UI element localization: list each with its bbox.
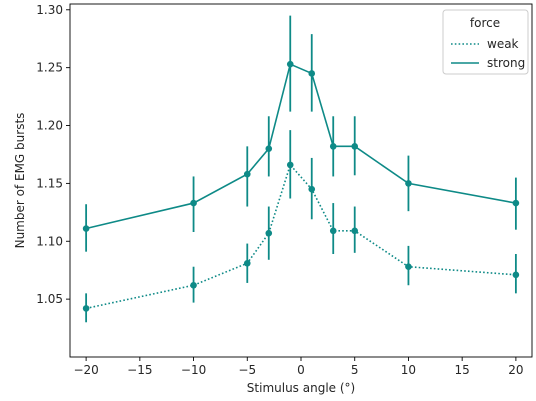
y-tick-label: 1.30 <box>36 3 63 17</box>
x-tick-label: 10 <box>401 363 416 377</box>
y-tick-label: 1.20 <box>36 119 63 133</box>
data-point-strong <box>512 199 520 207</box>
y-axis: 1.05 1.10 1.15 1.20 1.25 1.30 <box>36 3 70 306</box>
data-point-weak <box>190 281 197 289</box>
legend-title: force <box>470 16 500 30</box>
x-tick-label: 5 <box>351 363 359 377</box>
data-point-weak <box>82 305 90 312</box>
data-point-strong <box>329 143 337 150</box>
data-point-strong <box>351 143 359 150</box>
x-tick-label: −20 <box>73 363 98 377</box>
y-tick-label: 1.10 <box>36 234 63 248</box>
data-point-weak <box>405 263 412 271</box>
y-tick-label: 1.25 <box>36 61 63 75</box>
series-line-weak <box>85 163 516 310</box>
data-point-strong <box>405 180 412 187</box>
data-point-strong <box>308 70 316 77</box>
data-point-weak <box>512 271 520 279</box>
data-point-weak <box>286 161 294 169</box>
y-tick-label: 1.15 <box>36 176 63 190</box>
plot-area <box>82 15 520 323</box>
legend-box <box>442 9 529 75</box>
data-point-strong <box>82 225 90 232</box>
legend-entry-weak: weak <box>487 37 519 51</box>
y-tick-label: 1.05 <box>36 292 63 306</box>
series-line-strong <box>85 63 517 230</box>
x-tick-label: 15 <box>455 363 470 377</box>
data-point-weak <box>308 185 316 193</box>
legend-entry-strong: strong <box>487 56 525 70</box>
x-tick-label: −15 <box>127 363 152 377</box>
x-axis: −20 −15 −10 −5 0 5 10 15 20 <box>73 357 524 377</box>
data-point-strong <box>243 170 251 178</box>
data-point-weak <box>243 259 251 267</box>
y-axis-label: Number of EMG bursts <box>13 113 27 249</box>
data-point-weak <box>329 227 337 235</box>
x-tick-label: −5 <box>238 363 256 377</box>
data-point-weak <box>265 229 273 237</box>
x-axis-label: Stimulus angle (°) <box>247 381 355 395</box>
data-point-strong <box>265 145 273 152</box>
legend: force weak strong <box>442 9 529 75</box>
data-point-strong <box>190 199 197 207</box>
x-tick-label: −10 <box>181 363 206 377</box>
x-tick-label: 0 <box>297 363 305 377</box>
x-tick-label: 20 <box>508 363 523 377</box>
data-point-strong <box>286 60 294 68</box>
data-point-weak <box>351 227 359 235</box>
